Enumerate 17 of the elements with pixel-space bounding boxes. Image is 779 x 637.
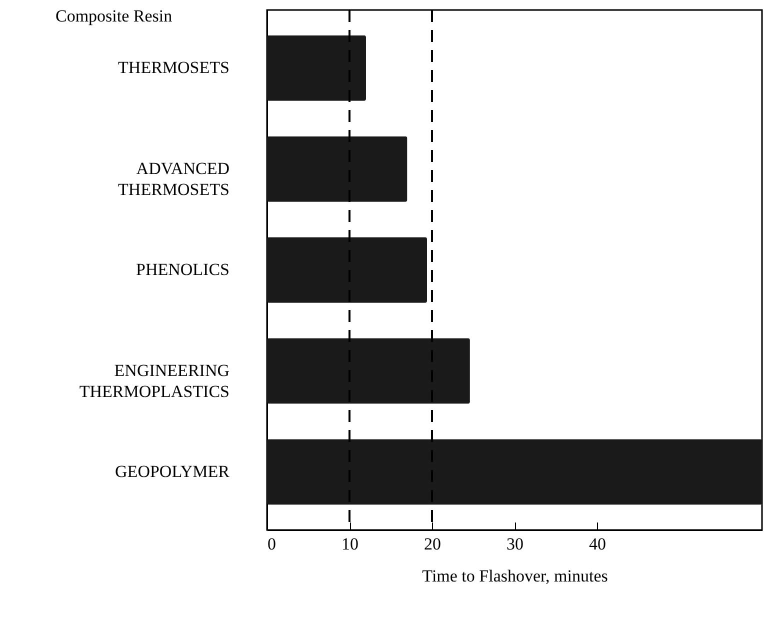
y-tick-label: THERMOSETS [118, 58, 230, 78]
bar [267, 338, 470, 404]
bar [267, 136, 408, 202]
bar [267, 439, 762, 505]
x-axis-title: Time to Flashover, minutes [422, 566, 608, 586]
y-tick-label: ADVANCED THERMOSETS [118, 159, 230, 200]
y-axis-title: Composite Resin [56, 6, 173, 26]
x-tick-label: 20 [424, 534, 441, 554]
bar [267, 237, 428, 303]
y-tick-label: PHENOLICS [136, 260, 230, 279]
x-tick-label: 30 [506, 534, 524, 554]
x-tick-label: 0 [268, 534, 276, 554]
x-tick-label: 40 [589, 534, 606, 554]
x-tick-label: 10 [342, 534, 358, 554]
y-tick-label: ENGINEERING THERMOPLASTICS [79, 360, 230, 401]
bar [267, 35, 366, 101]
y-tick-label: GEOPOLYMER [115, 462, 230, 481]
